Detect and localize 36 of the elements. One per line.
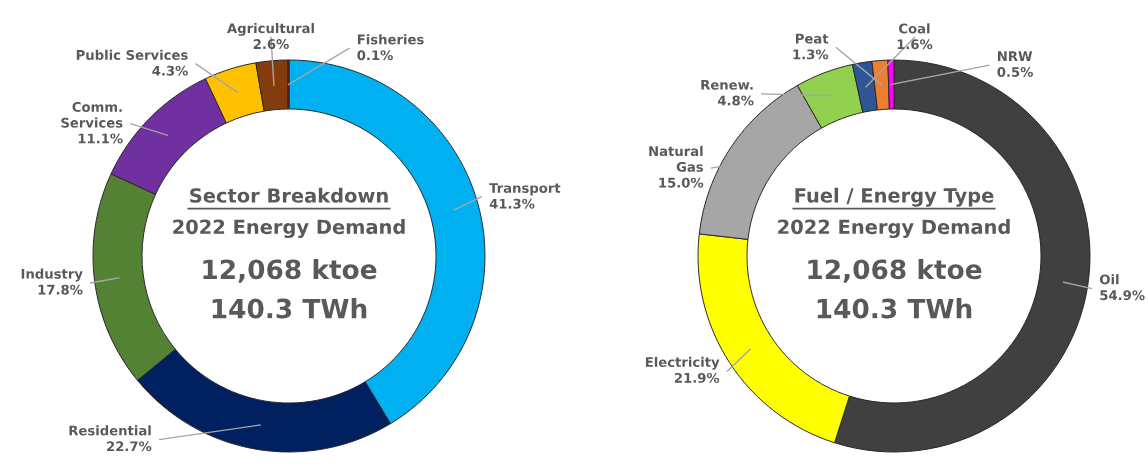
slice-label: Coal xyxy=(899,23,930,34)
data-label: 17.8% xyxy=(38,284,83,295)
data-label: 41.3% xyxy=(489,198,535,209)
text: 140.3 TWh xyxy=(817,298,972,319)
slice-label: Electricity xyxy=(645,356,720,370)
data-label: 0.5% xyxy=(997,66,1033,77)
data-label: 54.9% xyxy=(1100,290,1145,301)
slice-label: Agricultural xyxy=(227,22,314,36)
data-label: 15.0% xyxy=(659,177,704,188)
slice-label: Residential xyxy=(69,425,151,436)
slice-label: Natural Gas xyxy=(649,145,704,172)
text: Fuel / Energy Type xyxy=(795,187,994,207)
data-label: 11.1% xyxy=(78,133,123,144)
text: 12,068 ktoe xyxy=(203,258,377,283)
slice-label: Industry xyxy=(21,268,83,282)
slice-label: NRW xyxy=(998,51,1033,61)
data-label: 1.6% xyxy=(897,39,933,50)
slice-label: Renew. xyxy=(701,79,753,90)
text: 2022 Energy Demand xyxy=(778,219,1010,239)
data-label: 21.9% xyxy=(674,372,720,383)
text: 2022 Energy Demand xyxy=(173,219,405,239)
text: 140.3 TWh xyxy=(212,298,367,319)
slice-label: Peat xyxy=(795,33,829,44)
data-label: 1.3% xyxy=(793,49,829,60)
data-label: 0.1% xyxy=(357,50,393,61)
data-label: 4.3% xyxy=(152,65,188,76)
data-label: 2.6% xyxy=(253,39,289,50)
data-label: 22.7% xyxy=(107,441,152,452)
slice-label: Public Services xyxy=(76,49,188,60)
slice-label: Oil xyxy=(1099,274,1119,285)
text: 12,068 ktoe xyxy=(808,258,982,283)
text: Sector Breakdown xyxy=(190,187,388,203)
data-label: 4.8% xyxy=(717,95,754,106)
slice-label: Transport xyxy=(489,183,561,196)
slice-label: Comm. Services xyxy=(61,101,123,128)
slice-label: Fisheries xyxy=(357,34,424,45)
